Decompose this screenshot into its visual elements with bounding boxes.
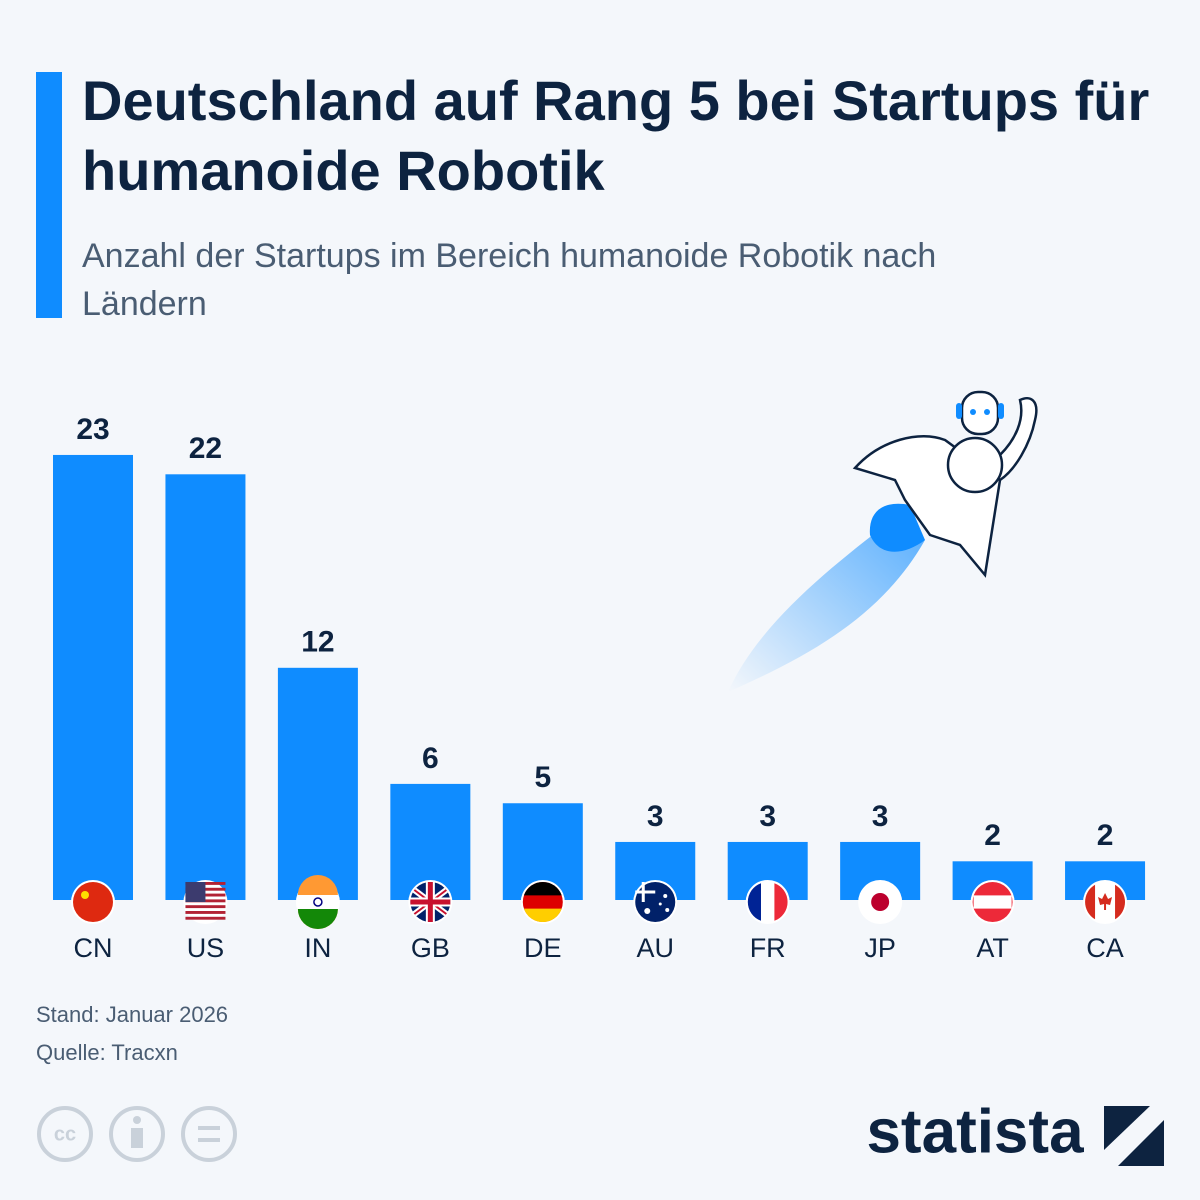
bar [277,667,358,900]
value-label: 2 [1097,819,1114,852]
value-label: 6 [422,742,439,775]
value-label: 23 [76,413,109,446]
bar [53,454,133,900]
flag-icon [633,880,678,924]
flag [774,883,788,921]
x-tick-label: FR [750,933,786,963]
svg-text:cc: cc [54,1123,76,1145]
chart-title: Deutschland auf Rang 5 bei Startups für … [82,69,1150,202]
flag-icon [745,880,790,924]
value-label: 2 [984,819,1001,852]
flag [185,905,226,909]
flag [1098,893,1113,910]
brand-logo [1104,1106,1164,1166]
flag [973,895,1012,909]
x-tick-label: AU [636,933,674,963]
flag [635,882,676,922]
flag [185,911,226,914]
flag-icon [71,880,115,924]
flag-icon [408,880,453,924]
flag [410,882,451,922]
value-label: 22 [189,432,222,465]
value-label: 12 [301,626,334,659]
flag [73,882,113,922]
value-label: 5 [534,761,551,794]
x-tick-label: CN [74,933,113,963]
accent-bar [36,72,62,318]
flag [297,909,338,929]
x-tick-label: DE [524,933,562,963]
flag-icon [520,880,565,924]
flag [523,908,562,923]
flag [185,916,226,920]
note: Quelle: Tracxn [36,1040,178,1065]
x-tick-label: CA [1086,933,1124,963]
flag [747,883,761,921]
flag-icon [970,880,1015,924]
value-label: 3 [759,800,776,833]
flag [663,894,668,898]
flag [313,897,323,907]
x-tick-label: US [187,933,225,963]
flag [871,893,890,911]
chart-subtitle: Anzahl der Startups im Bereich humanoide… [82,237,937,323]
flag [185,882,206,902]
x-tick-label: IN [304,933,331,963]
flag [665,908,670,912]
note: Stand: Januar 2026 [36,1002,229,1027]
value-label: 3 [647,800,664,833]
x-tick-label: GB [411,933,450,963]
value-label: 3 [872,800,889,833]
flag-icon [1083,880,1128,924]
bar [165,474,246,900]
flag [523,881,562,896]
flag-icon [183,880,228,924]
flag [81,891,89,899]
flag [635,882,656,902]
robot-illustration [728,390,1038,692]
flag-icon [858,880,903,924]
brand: statista [866,1097,1084,1166]
flag-icon [295,875,340,929]
flag [658,902,662,906]
x-tick-label: JP [864,933,896,963]
flag [1085,884,1126,920]
flag [644,908,651,914]
x-tick-label: AT [976,933,1009,963]
license-icons: cc [37,1106,237,1162]
